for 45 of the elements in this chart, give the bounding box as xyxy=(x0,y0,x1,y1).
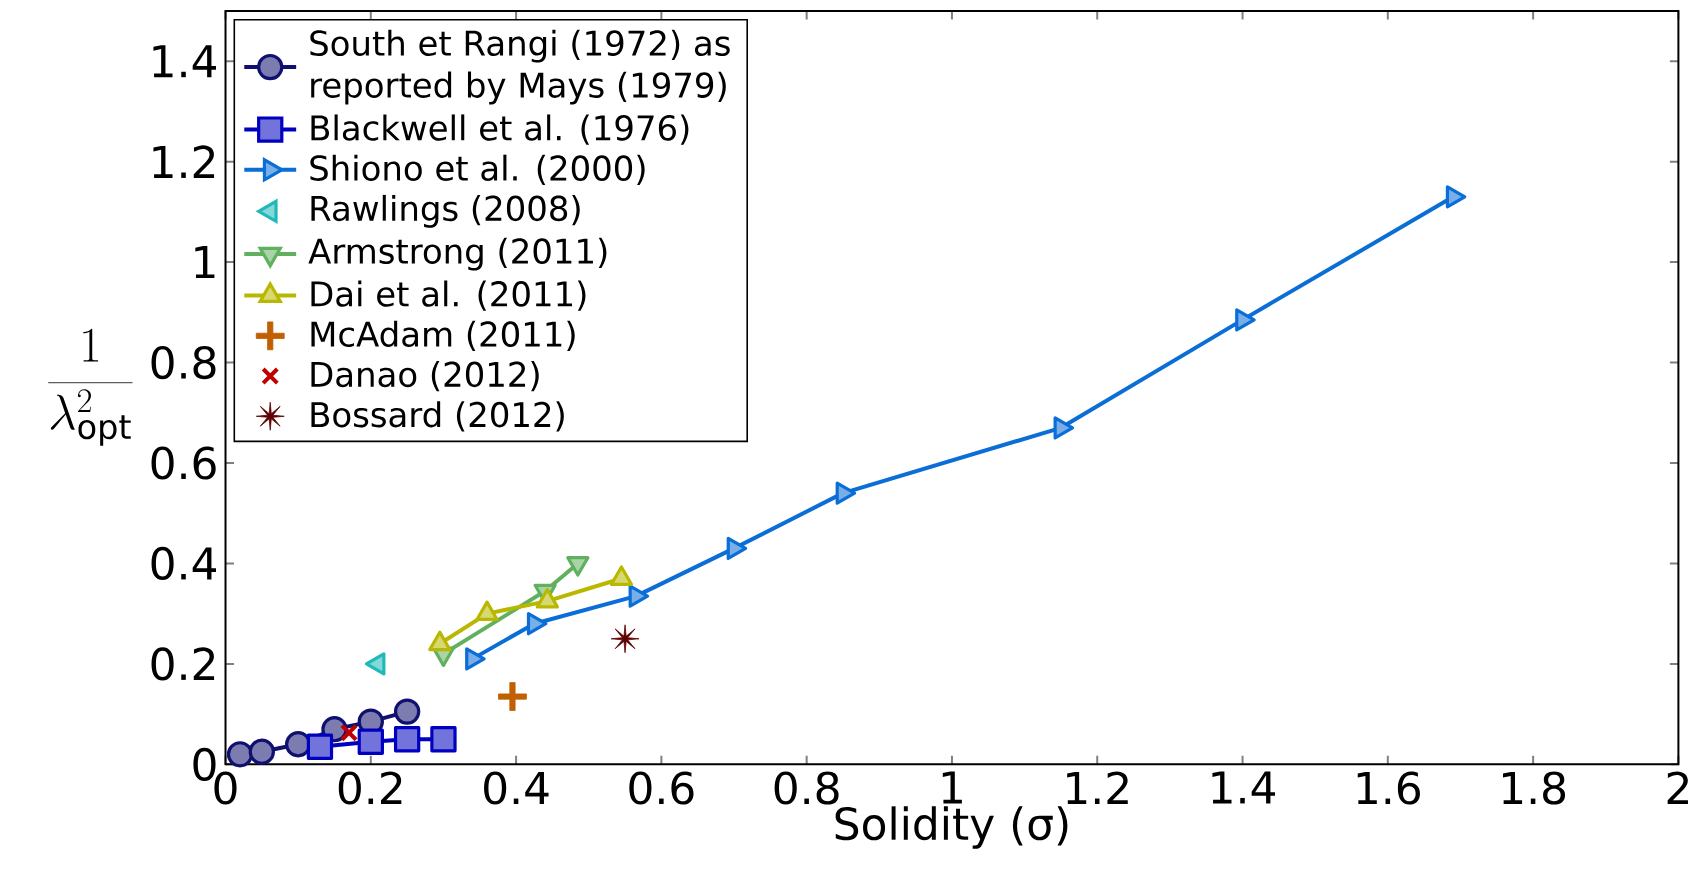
point xyxy=(835,481,857,505)
point xyxy=(226,741,254,768)
point xyxy=(393,726,421,753)
point xyxy=(498,682,527,711)
x-tick-label: 0 xyxy=(214,771,237,805)
point xyxy=(393,698,421,725)
point xyxy=(1235,308,1256,332)
legend-label: Armstrong (2011) xyxy=(308,237,607,271)
x-tick-label: 1.2 xyxy=(1067,771,1128,804)
x-tick-label: 0.2 xyxy=(338,771,402,805)
legend-label: Bossard (2012) xyxy=(311,401,564,432)
x-tick-label: 1 xyxy=(942,771,962,804)
point xyxy=(339,723,359,742)
y-tick-label: 1 xyxy=(195,246,215,279)
point xyxy=(726,536,748,560)
point xyxy=(357,728,384,755)
point xyxy=(610,624,640,654)
y-axis-title: $\frac{1}{\lambda_{\mathrm{opt}}^{2}}$ xyxy=(48,328,133,446)
y-tick-label: 0.8 xyxy=(151,345,216,380)
x-tick-label: 1.8 xyxy=(1503,771,1566,805)
x-tick-label: 0.6 xyxy=(629,771,694,805)
legend-label: McAdam (2011) xyxy=(311,320,575,351)
x-tick-label: 1.6 xyxy=(1357,771,1420,805)
x-tick-label: 0.4 xyxy=(484,771,549,805)
point xyxy=(1053,416,1075,440)
legend-label: Dai et al. (2011) xyxy=(311,280,586,311)
y-tick-label: 0.2 xyxy=(151,647,215,681)
y-tick-label: 1.2 xyxy=(153,145,215,178)
legend-label: Shiono et al. (2000) xyxy=(310,154,645,185)
legend-label: South et Rangi (1972) as reported by Mays (1979) xyxy=(310,29,730,105)
x-tick-label: 0.8 xyxy=(774,771,839,805)
legend-label: Danao (2012) xyxy=(311,360,539,392)
y-tick-label: 0.4 xyxy=(151,546,216,581)
point xyxy=(306,733,334,760)
legend-label: Rawlings (2008) xyxy=(311,194,580,228)
x-axis-title: Solidity (σ) xyxy=(835,806,1068,849)
x-tick-label: 2 xyxy=(1667,771,1688,804)
point xyxy=(248,738,276,765)
x-tick-label: 1.4 xyxy=(1212,771,1275,804)
point xyxy=(1445,185,1467,209)
point xyxy=(430,726,457,753)
y-tick-label: 0.6 xyxy=(151,446,216,480)
y-tick-label: 1.4 xyxy=(153,45,216,78)
y-tick-label: 0 xyxy=(193,747,216,781)
legend-label: Blackwell et al. (1976) xyxy=(311,114,689,145)
